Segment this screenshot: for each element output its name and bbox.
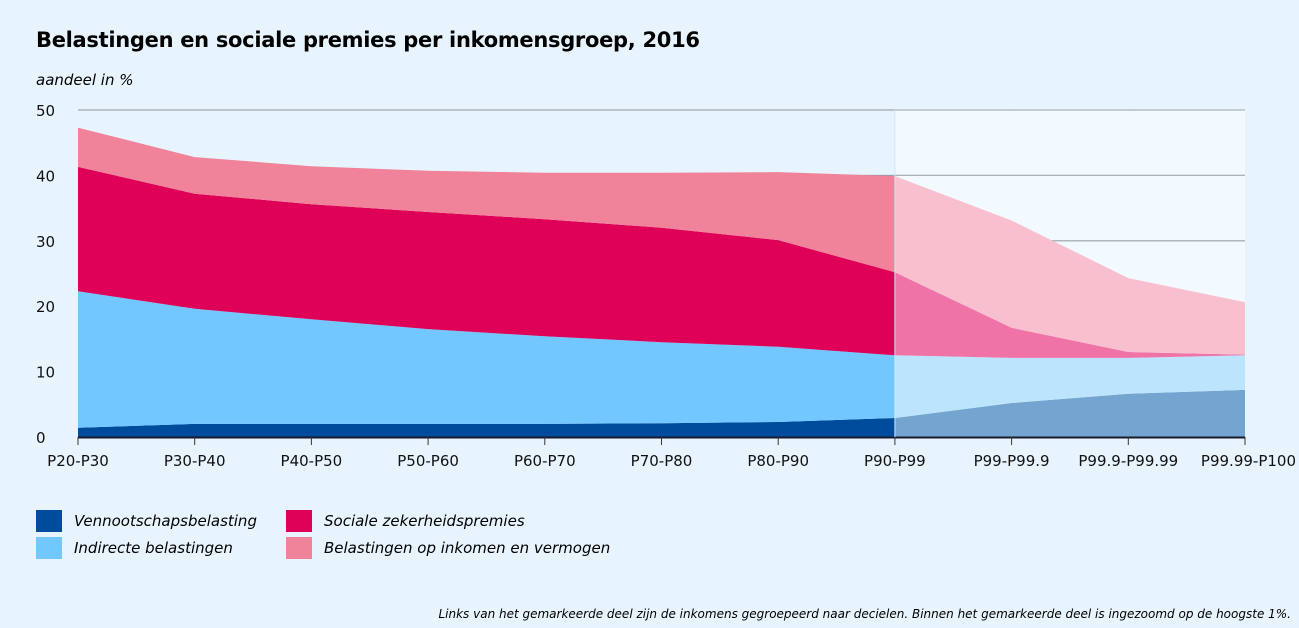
- x-tick-label: P20-P30: [47, 452, 109, 470]
- y-tick-label: 30: [36, 233, 55, 251]
- legend-label: Sociale zekerheidspremies: [324, 512, 525, 530]
- x-tick-label: P50-P60: [397, 452, 459, 470]
- legend-item-indirecte-belastingen: Indirecte belastingen: [36, 537, 233, 559]
- y-axis-label: aandeel in %: [36, 71, 134, 89]
- y-tick-label: 50: [36, 102, 55, 120]
- legend-swatch: [36, 537, 62, 559]
- x-tick-label: P99.9-P99.99: [1078, 452, 1178, 470]
- legend-item-belastingen-op-inkomen: Belastingen op inkomen en vermogen: [286, 537, 610, 559]
- x-tick-label: P60-P70: [514, 452, 576, 470]
- area-highlight-belastingen-op-inkomen-en-vermogen: [894, 176, 1245, 355]
- area-belastingen-op-inkomen-en-vermogen: [78, 127, 895, 273]
- chart-title: Belastingen en sociale premies per inkom…: [36, 28, 700, 52]
- area-sociale-zekerheidspremies: [78, 166, 895, 356]
- legend-label: Indirecte belastingen: [74, 539, 233, 557]
- y-tick-label: 0: [36, 429, 46, 447]
- x-tick-label: P90-P99: [864, 452, 926, 470]
- legend-item-sociale-zekerheidspremies: Sociale zekerheidspremies: [286, 510, 525, 532]
- x-tick-label: P70-P80: [631, 452, 693, 470]
- y-tick-label: 40: [36, 167, 55, 185]
- area-highlight-sociale-zekerheidspremies: [894, 272, 1245, 358]
- x-tick-label: P80-P90: [747, 452, 809, 470]
- area-indirecte-belastingen: [78, 291, 895, 428]
- legend-swatch: [286, 510, 312, 532]
- legend-swatch: [36, 510, 62, 532]
- footnote: Links van het gemarkeerde deel zijn de i…: [438, 607, 1291, 621]
- legend-label: Vennootschapsbelasting: [74, 512, 257, 530]
- x-tick-label: P40-P50: [281, 452, 343, 470]
- legend-label: Belastingen op inkomen en vermogen: [324, 539, 611, 557]
- y-tick-label: 10: [36, 364, 55, 382]
- legend-item-vennootschapsbelasting: Vennootschapsbelasting: [36, 510, 257, 532]
- legend-swatch: [286, 537, 312, 559]
- y-tick-label: 20: [36, 298, 55, 316]
- area-highlight-vennootschapsbelasting: [894, 389, 1245, 437]
- x-tick-label: P30-P40: [164, 452, 226, 470]
- area-highlight-indirecte-belastingen: [894, 355, 1245, 418]
- area-vennootschapsbelasting: [78, 418, 895, 437]
- x-tick-label: P99.99-P100: [1201, 452, 1296, 470]
- x-tick-label: P99-P99.9: [974, 452, 1050, 470]
